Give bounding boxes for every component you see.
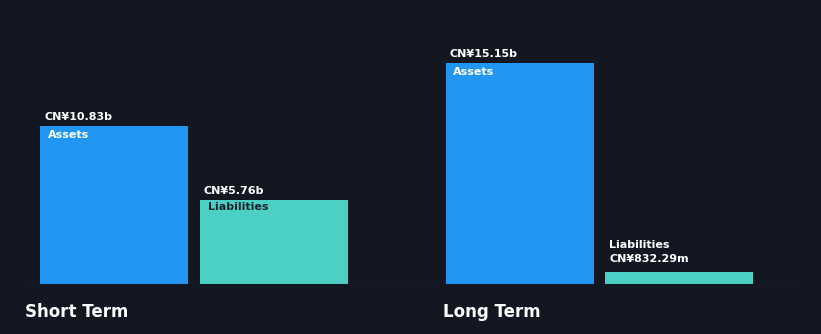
Text: Liabilities: Liabilities [208,202,268,212]
Text: Long Term: Long Term [443,303,541,321]
Text: CN¥10.83b: CN¥10.83b [44,113,112,123]
Text: Assets: Assets [48,131,89,141]
Text: CN¥832.29m: CN¥832.29m [609,254,689,264]
Text: Liabilities: Liabilities [609,240,670,250]
Text: Assets: Assets [453,67,494,77]
Bar [40,126,188,284]
Bar [446,63,594,284]
Bar [200,200,348,284]
Text: CN¥5.76b: CN¥5.76b [204,186,264,196]
Bar [605,272,754,284]
Text: Short Term: Short Term [25,303,128,321]
Text: CN¥15.15b: CN¥15.15b [449,49,517,59]
